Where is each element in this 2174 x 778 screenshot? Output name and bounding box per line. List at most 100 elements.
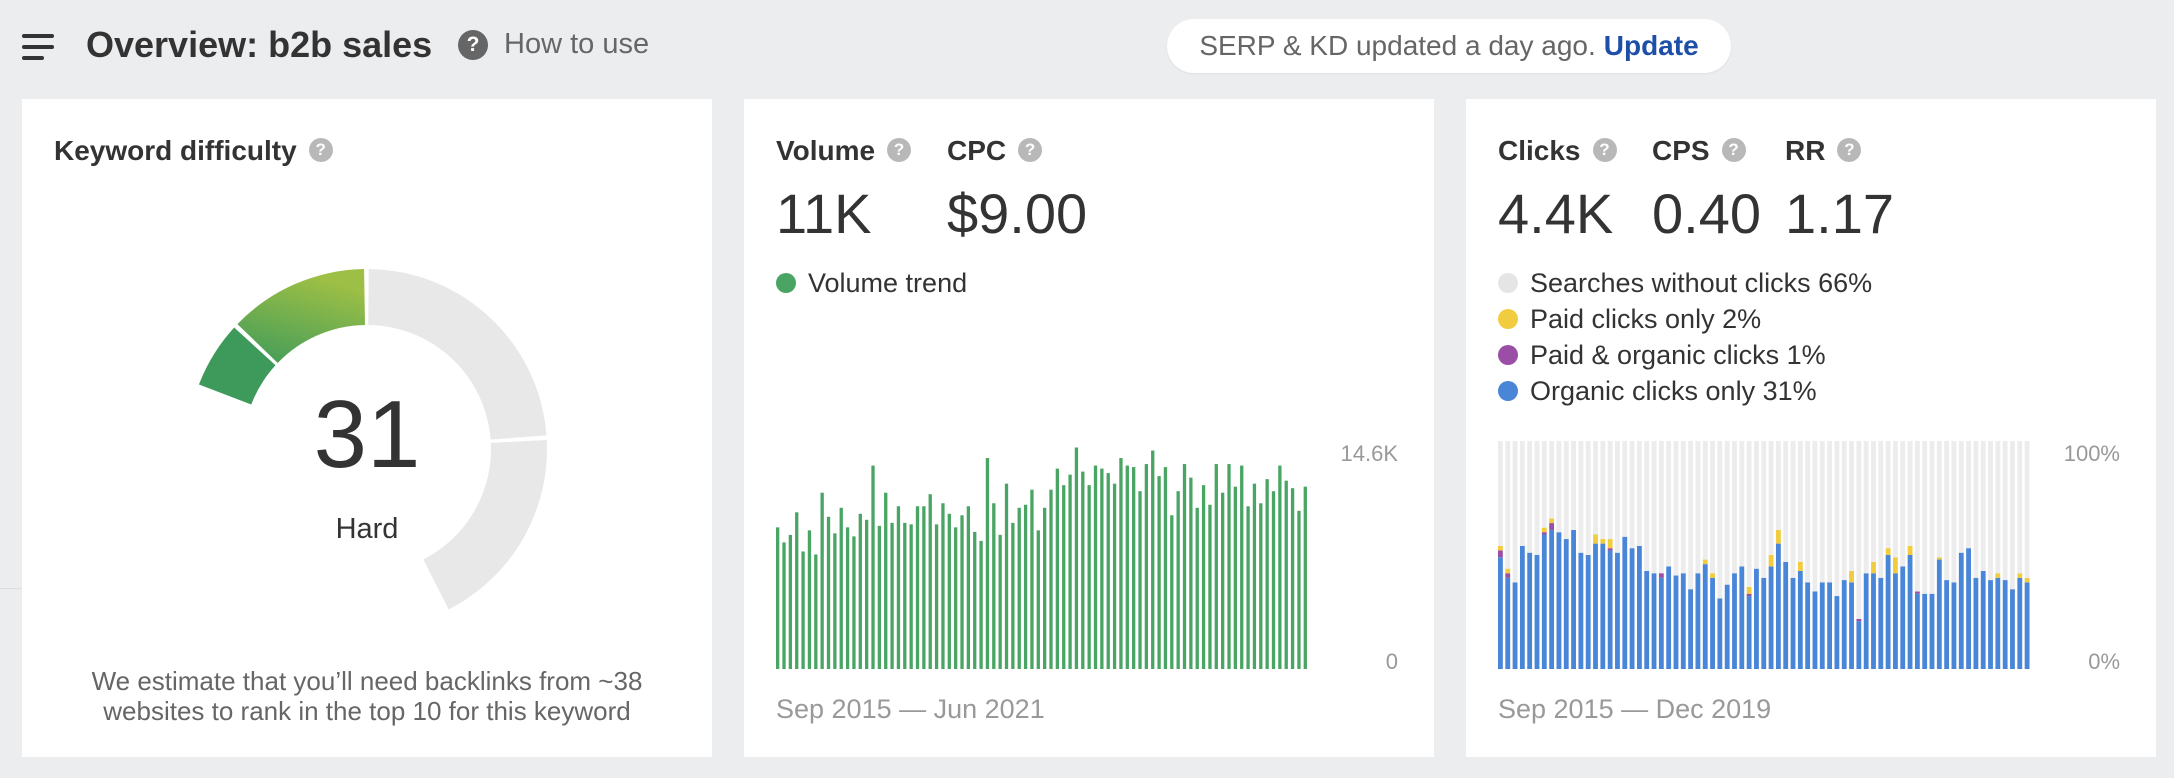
volume-bar[interactable] — [833, 533, 837, 669]
clicks-bar-organic[interactable] — [1702, 564, 1708, 669]
clicks-bar-organic[interactable] — [1505, 577, 1511, 669]
clicks-bar-paid-organic[interactable] — [1505, 573, 1511, 578]
volume-bar[interactable] — [985, 458, 990, 669]
clicks-bar-no-click[interactable] — [1944, 441, 1950, 581]
clicks-bar-organic[interactable] — [1585, 555, 1591, 669]
clicks-bar-organic[interactable] — [1900, 566, 1906, 669]
volume-bar[interactable] — [1157, 476, 1161, 669]
clicks-bar-no-click[interactable] — [1966, 441, 1971, 549]
volume-bar[interactable] — [1170, 515, 1174, 669]
clicks-bar-no-click[interactable] — [1863, 441, 1869, 574]
clicks-bar-no-click[interactable] — [1893, 441, 1898, 558]
clicks-bar-organic[interactable] — [1805, 582, 1811, 669]
clicks-bar-organic[interactable] — [1834, 596, 1840, 669]
clicks-bar-paid-organic[interactable] — [1607, 548, 1613, 551]
volume-bar[interactable] — [1201, 485, 1206, 669]
volume-bar[interactable] — [782, 542, 786, 669]
clicks-bar-organic[interactable] — [1615, 552, 1620, 669]
volume-bar[interactable] — [1093, 465, 1098, 669]
volume-bar[interactable] — [1221, 492, 1225, 669]
volume-bar[interactable] — [1240, 465, 1244, 669]
clicks-bar-no-click[interactable] — [1739, 441, 1745, 567]
clicks-bar-no-click[interactable] — [1827, 441, 1833, 583]
clicks-bar-organic[interactable] — [1688, 589, 1694, 669]
volume-bar[interactable] — [1106, 473, 1110, 669]
clicks-bar-organic[interactable] — [1966, 548, 1971, 669]
clicks-bar-no-click[interactable] — [1819, 441, 1825, 583]
volume-bar[interactable] — [896, 506, 901, 669]
clicks-bar-no-click[interactable] — [1856, 441, 1862, 619]
volume-bar[interactable] — [1252, 483, 1257, 669]
clicks-bar-organic[interactable] — [1775, 543, 1781, 669]
clicks-bar-paid-organic[interactable] — [1914, 591, 1920, 594]
help-icon[interactable]: ? — [308, 137, 333, 162]
clicks-bar-organic[interactable] — [1951, 582, 1957, 669]
clicks-bar-paid[interactable] — [1549, 518, 1555, 524]
clicks-bar-organic[interactable] — [1849, 582, 1854, 669]
clicks-bar-organic[interactable] — [1636, 545, 1642, 669]
legend-item[interactable]: Paid clicks only 2% — [1498, 301, 1872, 337]
volume-bar[interactable] — [992, 503, 996, 669]
volume-bar[interactable] — [922, 506, 926, 669]
clicks-bar-no-click[interactable] — [1885, 441, 1891, 549]
clicks-bar-no-click[interactable] — [1519, 441, 1525, 546]
volume-bar[interactable] — [915, 506, 920, 669]
clicks-bar-no-click[interactable] — [1593, 441, 1598, 535]
volume-trend-chart[interactable]: 14.6K 0 — [744, 99, 1434, 757]
volume-bar[interactable] — [852, 536, 856, 669]
clicks-bar-organic[interactable] — [1907, 555, 1913, 669]
clicks-bar-no-click[interactable] — [1973, 441, 1979, 578]
volume-bar[interactable] — [776, 527, 780, 669]
legend-item[interactable]: Organic clicks only 31% — [1498, 373, 1872, 409]
clicks-bar-no-click[interactable] — [1936, 441, 1942, 558]
volume-bar[interactable] — [1189, 477, 1193, 669]
clicks-bar-no-click[interactable] — [1556, 441, 1562, 533]
clicks-bar-organic[interactable] — [1768, 566, 1774, 669]
help-icon[interactable]: ? — [1721, 137, 1746, 162]
volume-bar[interactable] — [1214, 464, 1218, 669]
volume-bar[interactable] — [1195, 507, 1199, 669]
volume-bar[interactable] — [1233, 486, 1238, 669]
volume-bar[interactable] — [928, 494, 932, 669]
clicks-bar-organic[interactable] — [1893, 573, 1898, 669]
clicks-bar-organic[interactable] — [1936, 559, 1942, 669]
clicks-bar-no-click[interactable] — [1907, 441, 1913, 546]
clicks-bar-organic[interactable] — [1644, 570, 1650, 669]
clicks-bar-no-click[interactable] — [1812, 441, 1818, 592]
clicks-bar-organic[interactable] — [1761, 577, 1767, 669]
volume-bar[interactable] — [1119, 458, 1123, 669]
volume-bar[interactable] — [1271, 491, 1276, 669]
clicks-bar-organic[interactable] — [1922, 593, 1928, 669]
clicks-bar-organic[interactable] — [1622, 536, 1628, 669]
clicks-bar-organic[interactable] — [1556, 532, 1562, 669]
volume-bar[interactable] — [1208, 504, 1212, 669]
clicks-bar-organic[interactable] — [2002, 580, 2008, 669]
clicks-bar-no-click[interactable] — [1585, 441, 1591, 555]
clicks-bar-no-click[interactable] — [1702, 441, 1708, 560]
clicks-bar-organic[interactable] — [1710, 577, 1715, 669]
clicks-bar-organic[interactable] — [1746, 596, 1752, 669]
volume-bar[interactable] — [1259, 503, 1263, 669]
volume-bar[interactable] — [1112, 483, 1117, 669]
clicks-bar-organic[interactable] — [1717, 598, 1723, 669]
clicks-bar-paid-organic[interactable] — [1549, 523, 1555, 530]
clicks-bar-paid[interactable] — [1893, 557, 1898, 574]
clicks-bar-no-click[interactable] — [1783, 441, 1789, 562]
legend-item[interactable]: Searches without clicks 66% — [1498, 265, 1872, 301]
volume-bar[interactable] — [795, 512, 799, 669]
volume-bar[interactable] — [973, 531, 977, 669]
clicks-bar-organic[interactable] — [1534, 555, 1540, 669]
clicks-bar-no-click[interactable] — [2024, 441, 2030, 578]
clicks-bar-organic[interactable] — [1754, 568, 1759, 669]
clicks-bar-no-click[interactable] — [1541, 441, 1547, 528]
clicks-bar-no-click[interactable] — [1717, 441, 1723, 599]
clicks-bar-organic[interactable] — [1797, 570, 1803, 669]
volume-bar[interactable] — [1011, 522, 1015, 669]
clicks-bar-no-click[interactable] — [1673, 441, 1679, 576]
clicks-bar-organic[interactable] — [1666, 566, 1672, 669]
volume-bar[interactable] — [1176, 491, 1180, 669]
clicks-bar-organic[interactable] — [1856, 621, 1862, 669]
help-icon[interactable]: ? — [1018, 137, 1043, 162]
volume-bar[interactable] — [1049, 489, 1053, 669]
clicks-bar-no-click[interactable] — [1834, 441, 1840, 597]
